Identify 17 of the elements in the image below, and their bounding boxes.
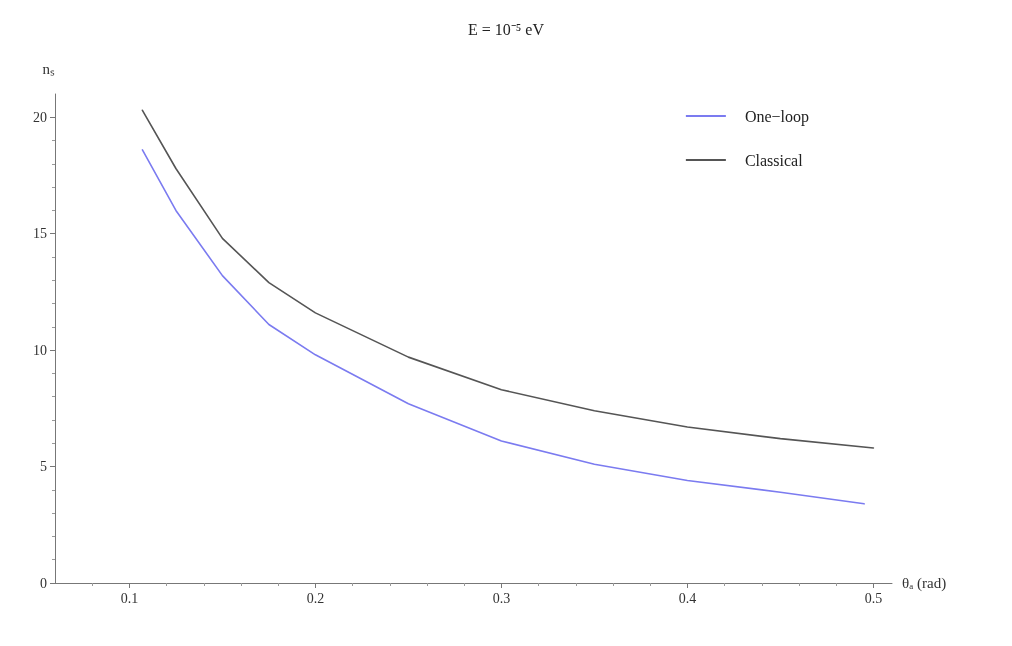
legend-label: Classical (744, 151, 804, 169)
y-tick-label: 15 (33, 226, 47, 242)
y-axis-title: nₛ (42, 60, 55, 77)
y-tick-label: 20 (33, 109, 47, 125)
x-tick-label: 0.5 (864, 590, 883, 606)
line-series (141, 149, 865, 505)
y-tick-label: 0 (40, 575, 47, 591)
x-tick-label: 0.1 (120, 590, 139, 606)
x-tick-label: 0.3 (492, 590, 511, 606)
y-tick-label: 5 (40, 459, 47, 475)
x-axis-title: θₐ (rad) (902, 575, 947, 592)
x-tick-label: 0.4 (678, 590, 697, 606)
chart-title: E = 10⁻⁵ eV (467, 20, 545, 38)
x-tick-label: 0.2 (306, 590, 325, 606)
line-series (141, 109, 875, 449)
legend-label: One−loop (744, 107, 809, 126)
y-tick-label: 10 (33, 342, 47, 358)
